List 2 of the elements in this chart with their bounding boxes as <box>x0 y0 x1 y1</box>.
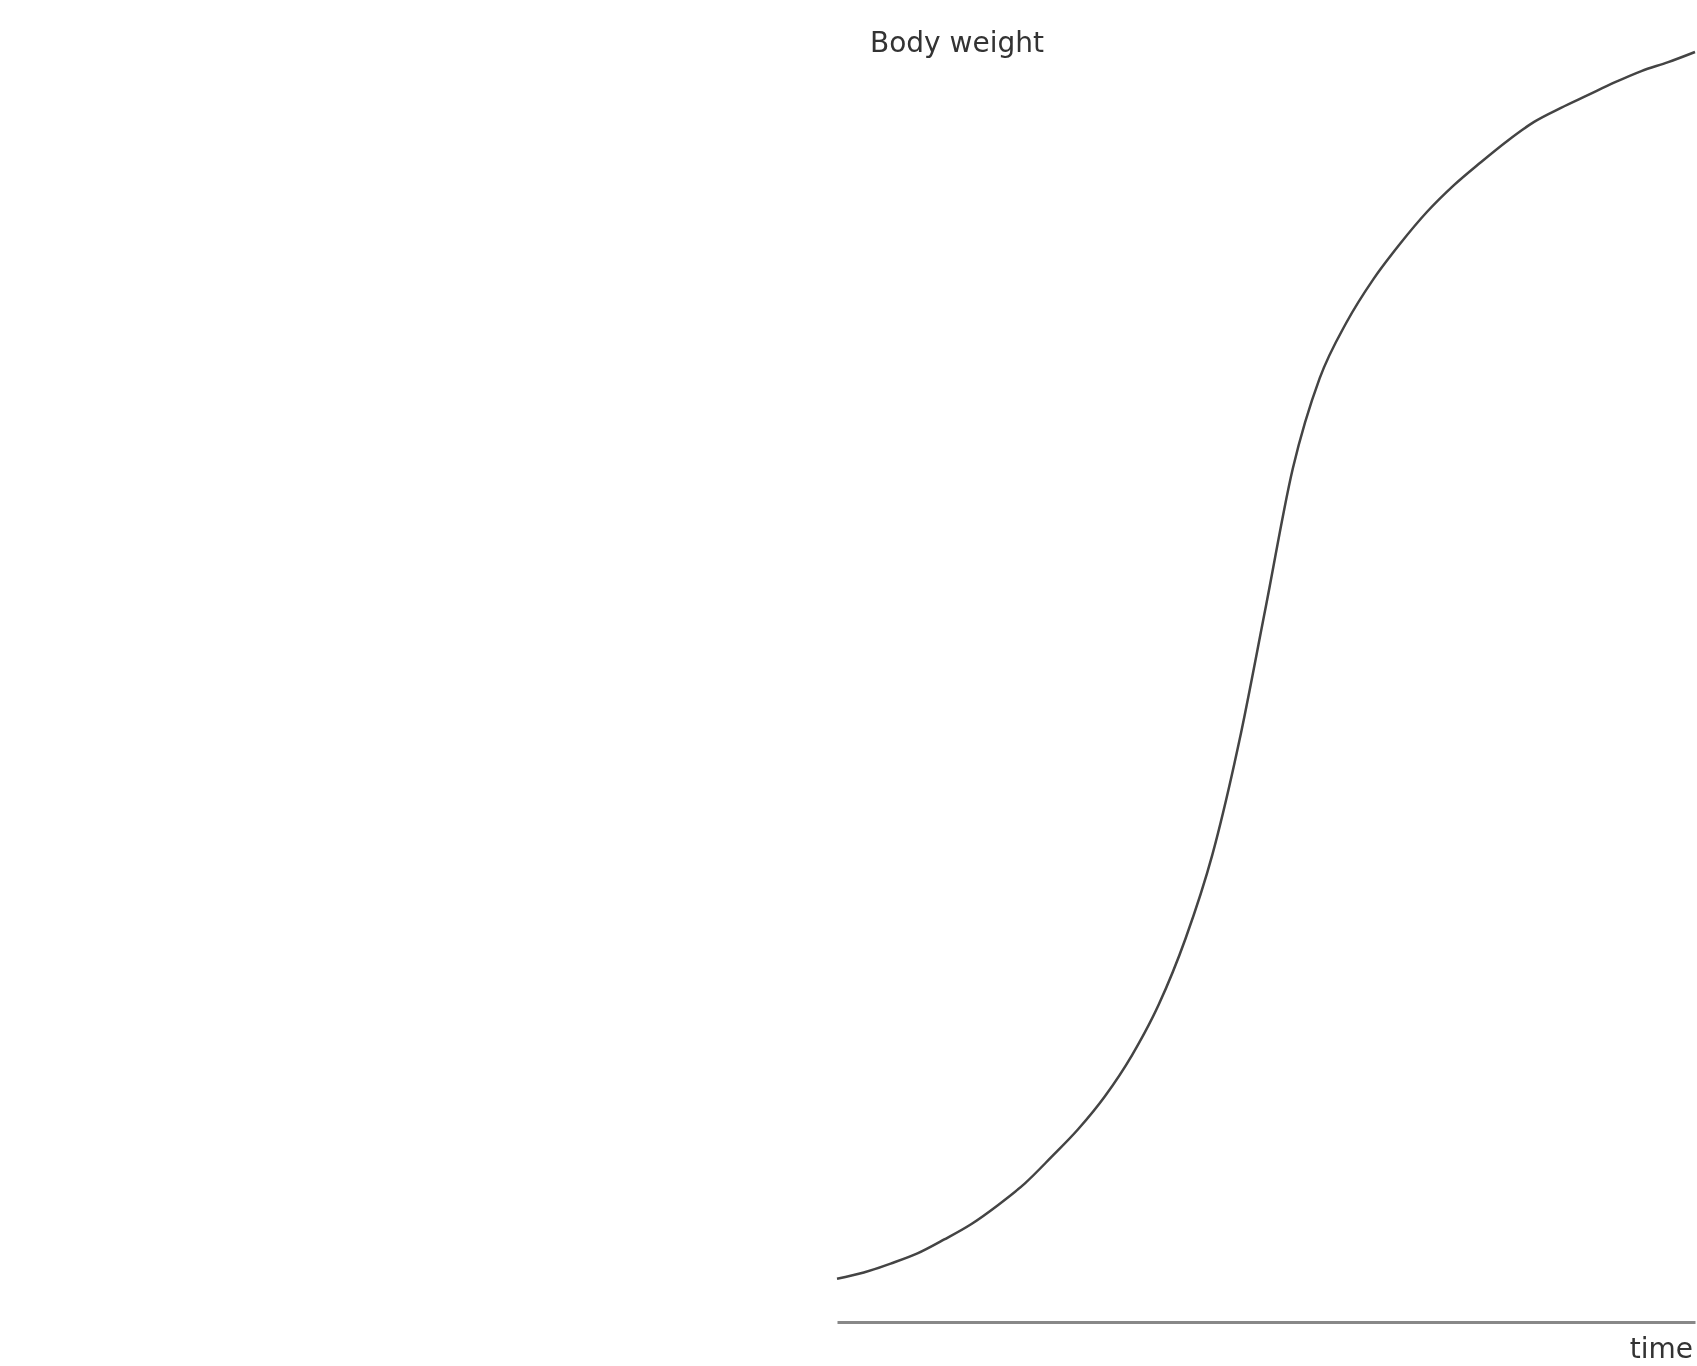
x-axis-title: time <box>1629 1332 1693 1365</box>
y-axis-title: Body weight <box>870 26 1045 59</box>
